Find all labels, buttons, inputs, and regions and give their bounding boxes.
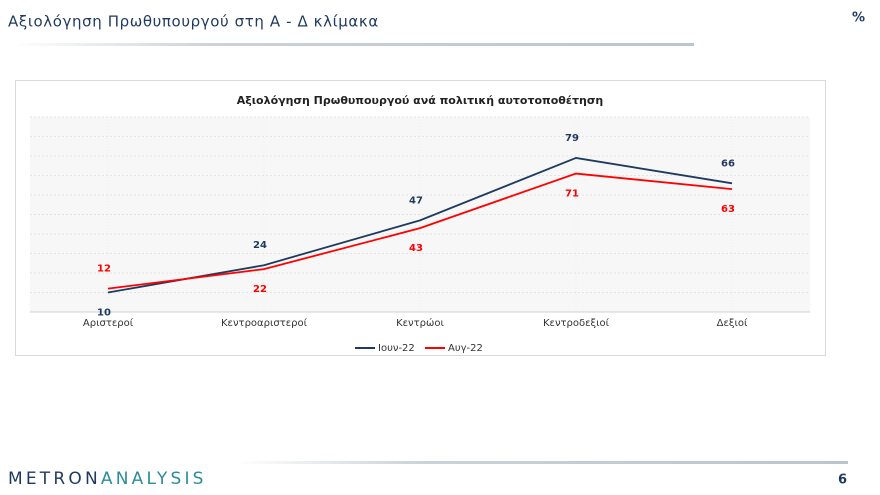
x-tick-label: Κεντροαριστεροί — [221, 317, 308, 329]
data-label: 63 — [721, 204, 735, 215]
series-line — [107, 157, 733, 294]
data-label: 12 — [97, 264, 111, 275]
series-line — [107, 172, 733, 290]
x-tick-label: Κεντρώοι — [396, 317, 444, 329]
chart-title: Αξιολόγηση Πρωθυπουργού ανά πολιτική αυτ… — [237, 94, 603, 107]
data-label: 22 — [253, 284, 267, 295]
data-label: 79 — [565, 133, 579, 144]
page-title: Αξιολόγηση Πρωθυπουργού στη Α - Δ κλίμακ… — [8, 13, 379, 31]
unit: % — [852, 11, 865, 26]
legend-label: Αυγ-22 — [448, 343, 483, 354]
x-tick-label: Κεντροδεξιοί — [543, 317, 610, 329]
data-label: 47 — [409, 195, 423, 206]
data-label: 24 — [253, 240, 267, 251]
legend-label: Ιουν-22 — [378, 343, 415, 354]
data-label: 71 — [565, 189, 579, 200]
logo-part: METRON — [8, 469, 101, 489]
data-label: 43 — [409, 243, 423, 254]
title-underline — [10, 43, 694, 46]
page-number: 6 — [838, 473, 847, 488]
footer-line — [236, 461, 848, 464]
plot: Αριστεροί Κεντροαριστεροί Κεντρώοι Κεντροδε… — [30, 116, 810, 354]
logo: METRONANALYSIS — [8, 469, 207, 489]
data-label: 10 — [97, 308, 111, 319]
logo-part: ANALYSIS — [101, 469, 207, 489]
x-tick-label: Δεξιοί — [717, 317, 748, 329]
data-label: 66 — [721, 158, 735, 169]
x-tick-label: Αριστεροί — [83, 317, 134, 329]
